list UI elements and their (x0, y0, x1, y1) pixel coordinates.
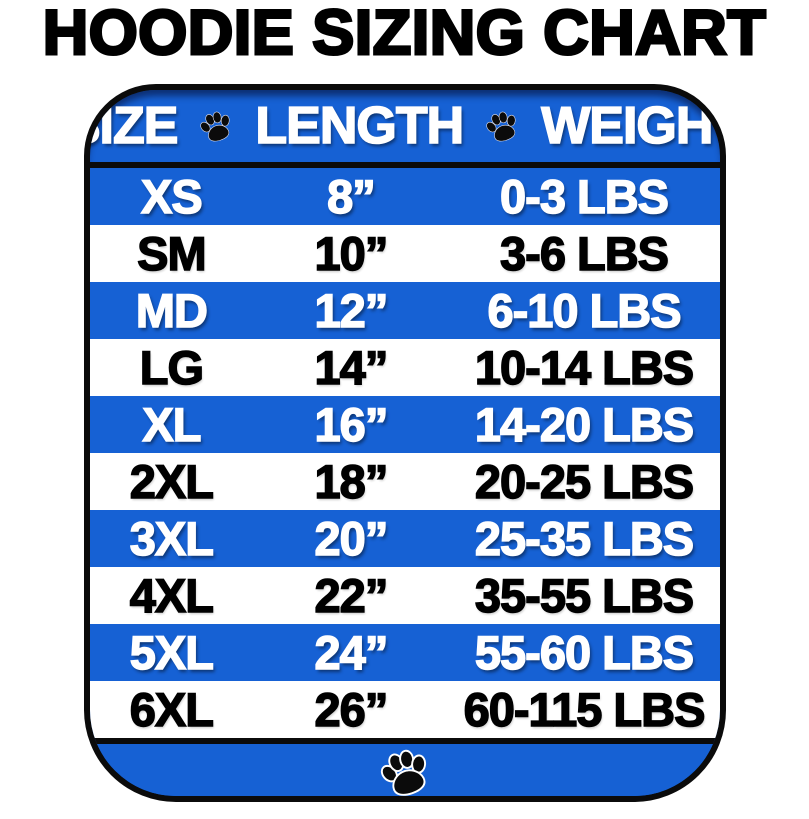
table-body: XS 8” 0-3 LBS SM 10” 3-6 LBS MD 12” 6-10… (89, 168, 720, 738)
table-row: 4XL 22” 35-55 LBS (89, 567, 720, 624)
table-row: XS 8” 0-3 LBS (89, 168, 720, 225)
cell-length: 26” (314, 683, 389, 736)
cell-weight: 0-3 LBS (499, 170, 669, 223)
table-row: MD 12” 6-10 LBS (89, 282, 720, 339)
header-divider (89, 162, 720, 168)
cell-length: 22” (314, 569, 389, 622)
header-length: LENGTH (255, 97, 465, 155)
cell-length: 24” (314, 626, 389, 679)
cell-length: 18” (314, 455, 389, 508)
cell-size: MD (135, 284, 209, 337)
cell-weight: 25-35 LBS (474, 512, 695, 565)
cell-size: 5XL (129, 626, 215, 679)
sizing-chart-card: SIZE LENGTH WEIGHT XS 8” 0-3 LBS SM 10” … (83, 84, 726, 802)
cell-weight: 20-25 LBS (474, 455, 695, 508)
header-size: SIZE (90, 97, 180, 155)
cell-weight: 10-14 LBS (474, 341, 695, 394)
footer-divider (89, 738, 720, 744)
cell-weight: 3-6 LBS (499, 227, 669, 280)
cell-size: LG (139, 341, 205, 394)
cell-weight: 55-60 LBS (474, 626, 695, 679)
cell-length: 14” (314, 341, 389, 394)
table-row: 2XL 18” 20-25 LBS (89, 453, 720, 510)
cell-size: 2XL (129, 455, 215, 508)
cell-size: SM (136, 227, 207, 280)
cell-length: 8” (326, 170, 376, 223)
cell-size: 6XL (129, 683, 215, 736)
cell-length: 12” (314, 284, 389, 337)
cell-weight: 35-55 LBS (474, 569, 695, 622)
cell-length: 16” (314, 398, 389, 451)
paw-icon (374, 743, 436, 796)
cell-size: XS (140, 170, 203, 223)
table-row: LG 14” 10-14 LBS (89, 339, 720, 396)
paw-icon (482, 107, 523, 146)
cell-weight: 6-10 LBS (487, 284, 683, 337)
cell-length: 20” (314, 512, 389, 565)
paw-icon (196, 107, 237, 146)
cell-size: XL (142, 398, 203, 451)
table-row: 5XL 24” 55-60 LBS (89, 624, 720, 681)
cell-weight: 60-115 LBS (463, 683, 706, 736)
cell-weight: 14-20 LBS (474, 398, 695, 451)
table-row: 6XL 26” 60-115 LBS (89, 681, 720, 738)
cell-size: 4XL (129, 569, 215, 622)
table-row: XL 16” 14-20 LBS (89, 396, 720, 453)
page-title: HOODIE SIZING CHART (41, 0, 767, 68)
cell-length: 10” (314, 227, 389, 280)
cell-size: 3XL (129, 512, 215, 565)
table-row: SM 10” 3-6 LBS (89, 225, 720, 282)
table-header: SIZE LENGTH WEIGHT (90, 90, 720, 162)
table-footer (89, 743, 720, 796)
table-row: 3XL 20” 25-35 LBS (89, 510, 720, 567)
header-weight: WEIGHT (540, 97, 726, 155)
